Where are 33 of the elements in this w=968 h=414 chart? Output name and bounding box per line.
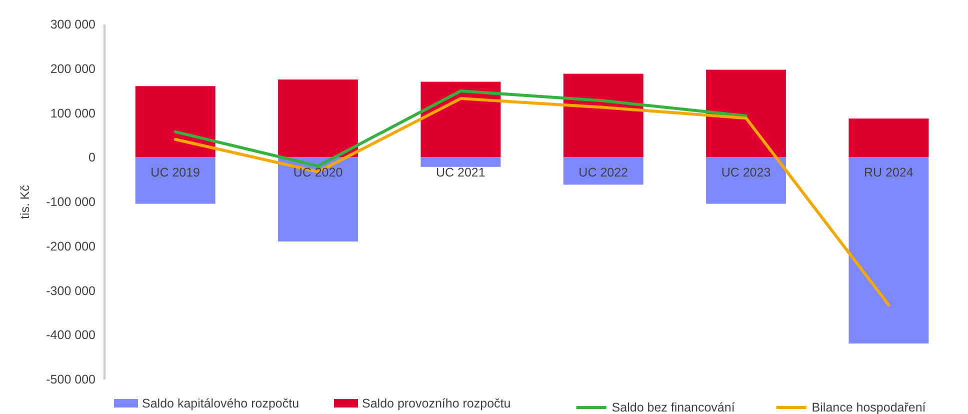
y-tick-label: -500 000 [46,372,96,386]
bar [706,70,786,158]
bar [278,157,358,242]
legend-label: Saldo bez financování [612,400,736,414]
y-tick-label: 0 [88,150,96,165]
y-tick-label: -200 000 [46,239,96,254]
bar [563,74,644,158]
bar [706,157,786,204]
y-tick-label: 300 000 [50,18,96,32]
bar [278,79,358,158]
bar [135,86,216,158]
y-tick-label: 200 000 [50,62,96,76]
legend-label: Saldo provozního rozpočtu [362,396,511,410]
x-tick-label: UC 2021 [436,166,486,180]
x-tick-label: UC 2022 [578,166,628,180]
y-tick-label: 100 000 [50,106,96,120]
bar [135,157,216,204]
legend-label: Saldo kapitálového rozpočtu [142,396,300,410]
bar [563,157,644,185]
x-tick-label: UC 2023 [721,166,771,180]
bar [848,118,929,158]
y-axis-title: tis. Kč [18,184,32,220]
y-tick-label: -300 000 [46,284,96,298]
x-tick-label: UC 2020 [293,166,343,180]
bar [420,82,501,158]
x-tick-label: RU 2024 [864,166,914,180]
bar [848,157,929,344]
x-tick-label: UC 2019 [150,166,200,180]
y-tick-label: -400 000 [46,328,96,342]
y-tick-label: -100 000 [46,195,96,209]
legend-label: Bilance hospodaření [812,400,926,414]
bar [420,157,501,167]
line-series [174,90,748,168]
